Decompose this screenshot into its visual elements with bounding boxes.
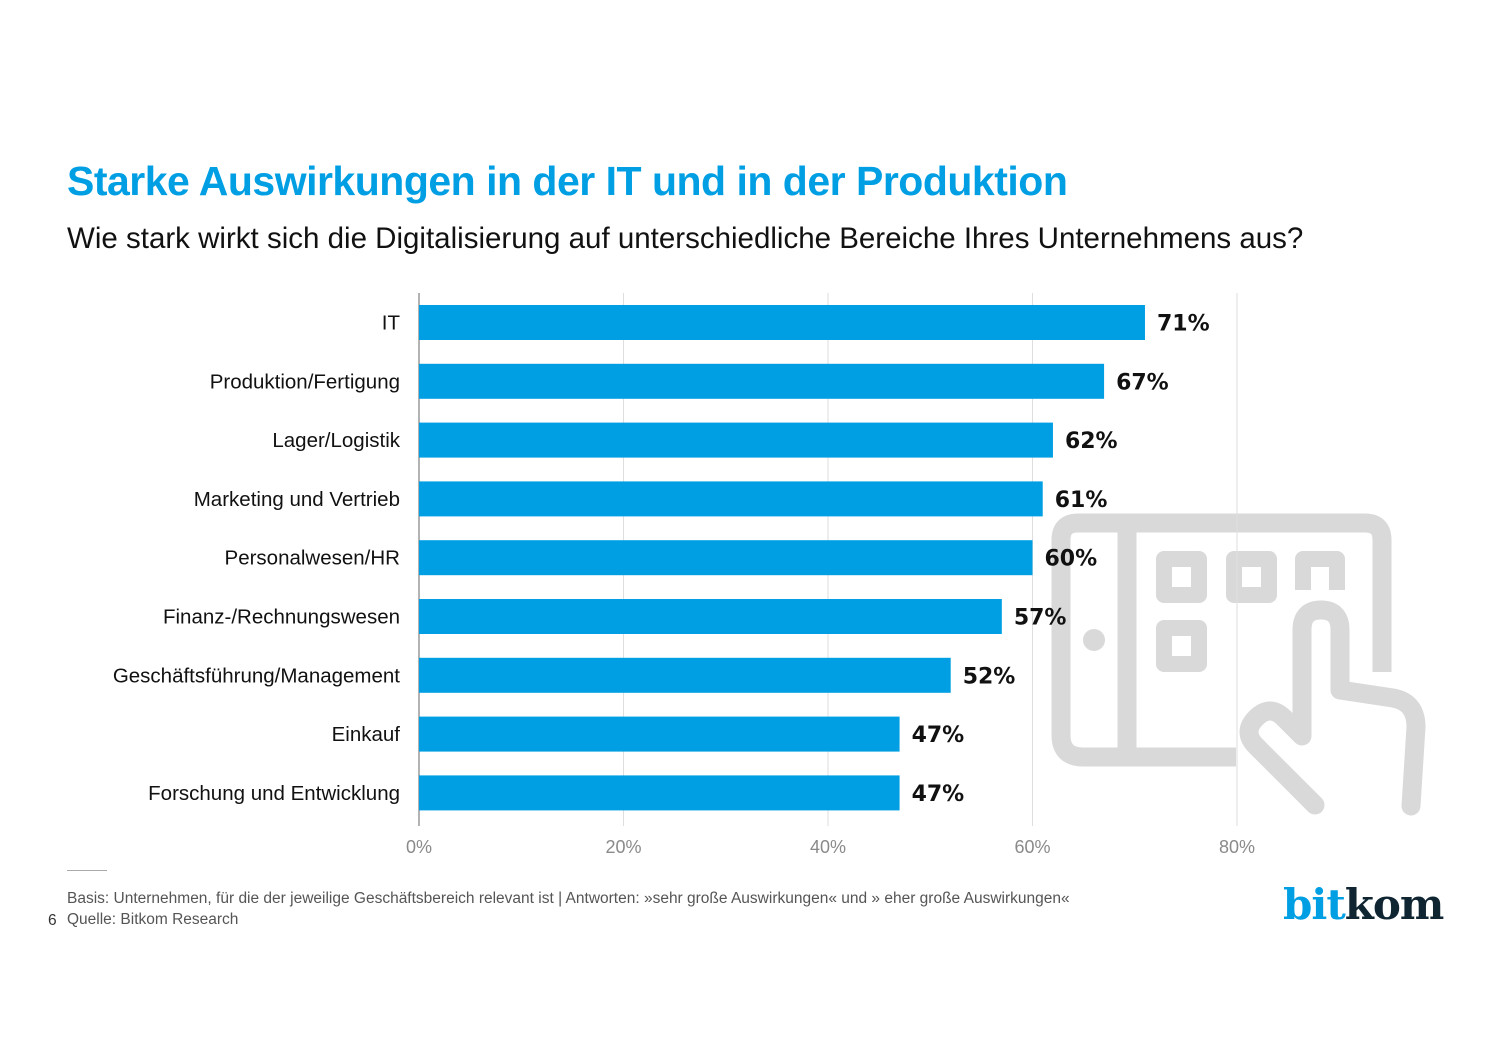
bar: [419, 657, 951, 693]
page-subtitle: Wie stark wirkt sich die Digitalisierung…: [67, 222, 1304, 255]
value-label: 47%: [912, 782, 965, 807]
value-label: 57%: [1014, 606, 1067, 631]
x-tick-label: 60%: [1014, 837, 1050, 857]
logo-part-bit: bit: [1283, 880, 1346, 929]
tablet-touch-icon: [1051, 513, 1426, 816]
bar: [419, 422, 1053, 458]
category-label: Forschung und Entwicklung: [148, 782, 400, 805]
value-label: 67%: [1116, 370, 1169, 395]
bar: [419, 363, 1105, 399]
value-label: 62%: [1065, 429, 1118, 454]
category-label: Marketing und Vertrieb: [194, 488, 400, 511]
bar: [419, 540, 1033, 576]
logo-part-kom: kom: [1344, 880, 1445, 929]
bitkom-logo: bitkom: [1283, 880, 1445, 929]
value-label: 61%: [1055, 488, 1108, 513]
bar: [419, 599, 1002, 634]
page-number: 6: [48, 912, 57, 929]
bar: [419, 481, 1043, 517]
bar: [419, 775, 900, 811]
category-label: IT: [382, 312, 401, 335]
page-title: Starke Auswirkungen in der IT und in der…: [67, 158, 1068, 204]
value-label: 60%: [1045, 547, 1098, 572]
bar: [419, 716, 900, 752]
footnote-source: Quelle: Bitkom Research: [67, 911, 239, 928]
category-label: Personalwesen/HR: [225, 547, 400, 570]
category-label: Geschäftsführung/Management: [113, 664, 400, 687]
value-label: 47%: [912, 723, 965, 748]
category-label: Lager/Logistik: [272, 429, 400, 452]
x-tick-label: 80%: [1219, 837, 1255, 857]
bar: [419, 305, 1145, 340]
x-tick-label: 20%: [605, 837, 641, 857]
category-label: Produktion/Fertigung: [210, 370, 400, 393]
footnote-divider: [67, 870, 107, 871]
x-tick-label: 0%: [406, 837, 432, 857]
value-label: 71%: [1157, 312, 1210, 337]
x-tick-label: 40%: [810, 837, 846, 857]
footnote-basis: Basis: Unternehmen, für die der jeweilig…: [67, 890, 1070, 907]
value-label: 52%: [963, 664, 1016, 689]
category-label: Finanz-/Rechnungswesen: [163, 606, 400, 629]
category-label: Einkauf: [332, 723, 401, 746]
